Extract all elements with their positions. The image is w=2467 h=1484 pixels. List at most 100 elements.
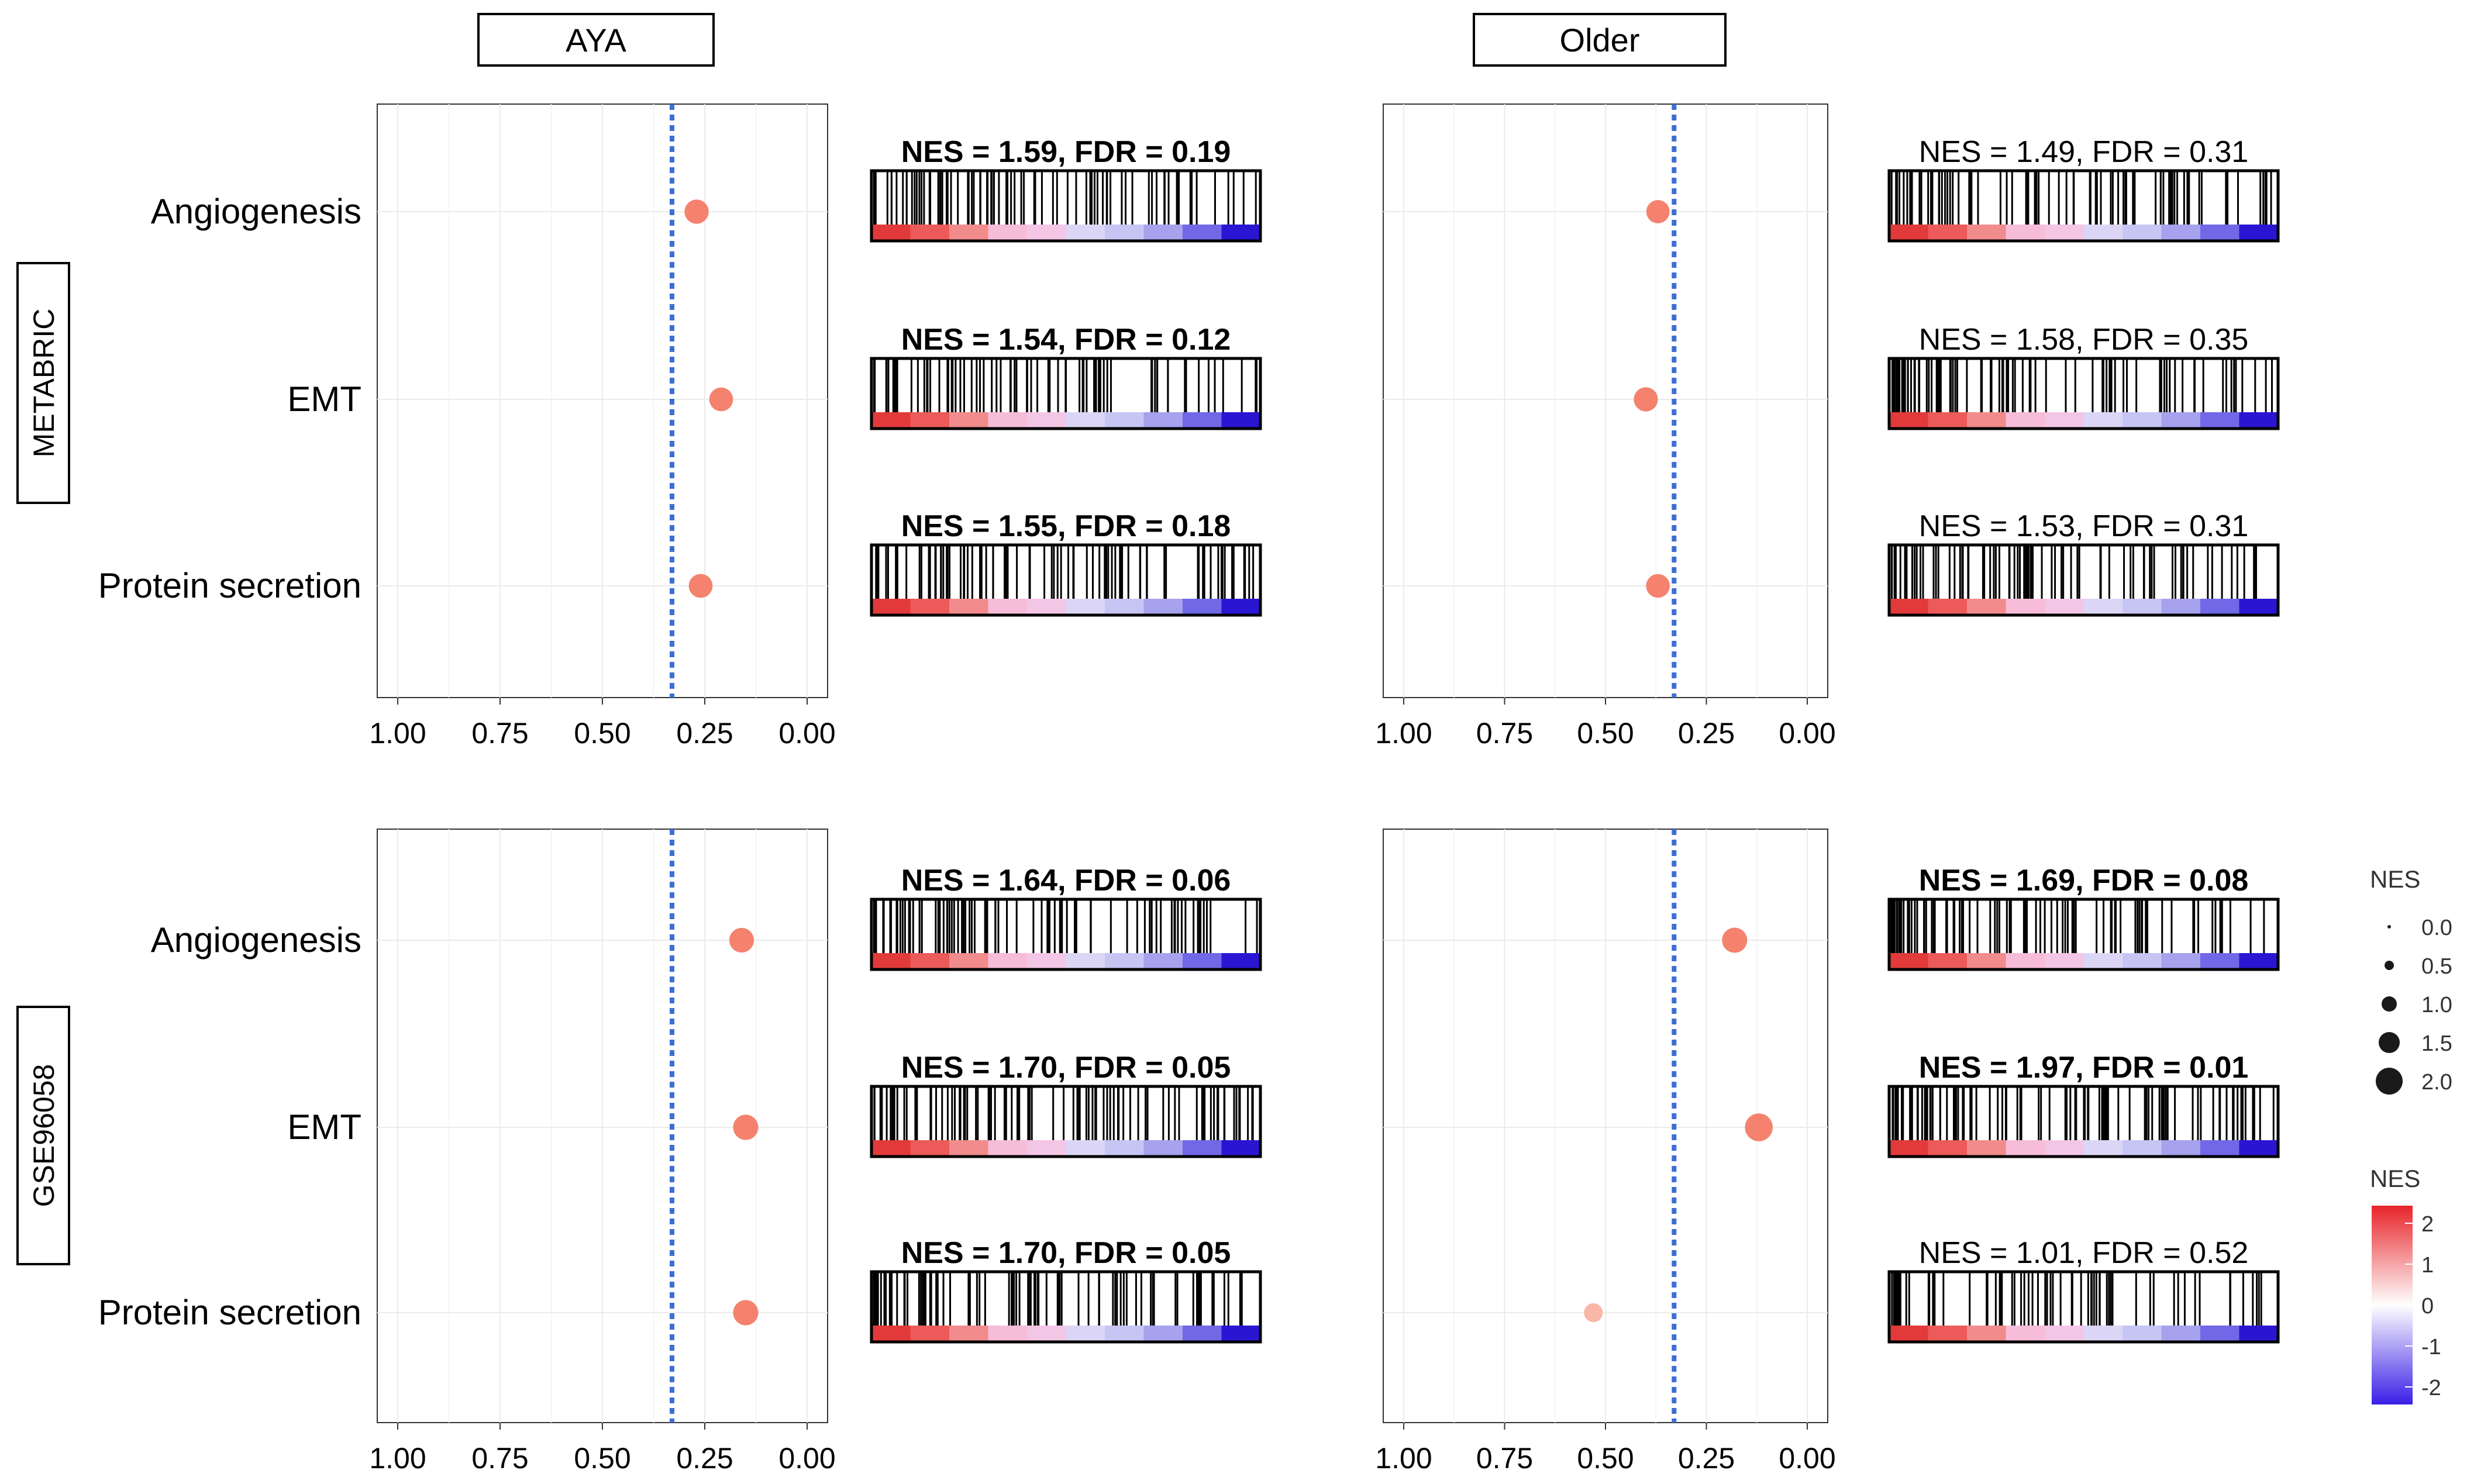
rank-strip-segment — [1889, 1140, 1929, 1155]
x-tick-label: 0.00 — [778, 717, 835, 750]
panel-metabric-older: 1.00 0.75 0.50 0.25 0.00 NES = 1.49, FDR = 0.… — [1375, 103, 2280, 750]
nes-fdr-label: NES = 1.64, FDR = 0.06 — [901, 864, 1231, 898]
rank-strip-segment — [2239, 953, 2279, 968]
nes-fdr-label: NES = 1.69, FDR = 0.08 — [1919, 864, 2249, 898]
row-header-box — [16, 1006, 70, 1265]
row-header-metabric: METABRIC — [16, 262, 70, 504]
rank-strip-segment — [910, 225, 950, 240]
x-tick-label: 0.50 — [1577, 717, 1634, 750]
data-point — [709, 387, 733, 412]
rank-strip-segment — [1928, 953, 1968, 968]
rank-strip-segment — [1143, 599, 1183, 614]
barcode-frame — [1887, 543, 2280, 617]
rank-strip-segment — [1967, 1326, 2007, 1341]
x-tick-label: 0.50 — [574, 717, 630, 750]
rank-strip-segment — [1066, 412, 1105, 427]
color-legend-title: NES — [2370, 1165, 2420, 1192]
rank-strip-segment — [1928, 412, 1968, 427]
gsea-barcode — [870, 169, 1262, 243]
rank-strip-segment — [2045, 953, 2084, 968]
column-header-aya: AYA — [477, 13, 715, 67]
gsea-barcode — [1887, 169, 2280, 243]
rank-strip-segment — [2239, 412, 2279, 427]
nes-fdr-label: NES = 1.01, FDR = 0.52 — [1919, 1236, 2249, 1270]
rank-strip-segment — [2161, 412, 2201, 427]
rank-strip-segment — [1027, 412, 1067, 427]
size-legend-dot — [2385, 961, 2394, 970]
rank-strip-segment — [1027, 953, 1067, 968]
rank-strip-segment — [988, 1140, 1028, 1155]
column-header-older: Older — [1473, 13, 1727, 67]
barcode-frame — [870, 357, 1262, 430]
nes-fdr-label: NES = 1.49, FDR = 0.31 — [1919, 135, 2249, 169]
nes-fdr-label: NES = 1.97, FDR = 0.01 — [1919, 1051, 2249, 1085]
column-header-box — [1473, 13, 1727, 67]
rank-strip-segment — [910, 1326, 950, 1341]
x-tick-label: 0.00 — [778, 1442, 835, 1475]
size-legend-value: 1.0 — [2421, 993, 2452, 1017]
barcode-frame — [870, 898, 1262, 971]
size-legend-value: 0.0 — [2421, 916, 2452, 940]
rank-strip-segment — [1066, 953, 1105, 968]
size-legend-value: 2.0 — [2421, 1070, 2452, 1095]
pathway-label: Angiogenesis — [151, 920, 361, 960]
row-header-label: GSE96058 — [27, 1064, 60, 1207]
gsea-barcode — [1887, 898, 2280, 971]
nes-fdr-label: NES = 1.54, FDR = 0.12 — [901, 323, 1231, 357]
rank-strip-segment — [949, 225, 989, 240]
size-legend-dot — [2387, 925, 2391, 929]
barcode-frame — [1887, 1270, 2280, 1344]
rank-strip-segment — [1027, 1326, 1067, 1341]
rank-strip-segment — [2161, 225, 2201, 240]
rank-strip-segment — [2006, 1326, 2045, 1341]
gsea-barcode — [1887, 357, 2280, 430]
rank-strip-segment — [1105, 412, 1145, 427]
rank-strip-segment — [2239, 225, 2279, 240]
data-point — [733, 1114, 759, 1140]
rank-strip-segment — [1221, 953, 1261, 968]
rank-strip-segment — [2161, 1140, 2201, 1155]
rank-strip-segment — [1183, 953, 1222, 968]
x-tick-label: 0.50 — [1577, 1442, 1634, 1475]
rank-strip-segment — [988, 225, 1028, 240]
size-legend-dot — [2376, 1068, 2403, 1095]
color-legend-label: -1 — [2421, 1335, 2441, 1359]
rank-strip-segment — [910, 1140, 950, 1155]
rank-strip-segment — [949, 599, 989, 614]
rank-strip-segment — [1928, 1140, 1968, 1155]
rank-strip-segment — [2083, 225, 2123, 240]
x-tick-label: 0.75 — [1476, 717, 1533, 750]
gsea-barcode — [870, 1085, 1262, 1158]
rank-strip-segment — [1027, 225, 1067, 240]
color-legend-label: -2 — [2421, 1376, 2441, 1400]
rank-strip-segment — [2123, 225, 2162, 240]
rank-strip-segment — [910, 599, 950, 614]
size-legend-value: 0.5 — [2421, 954, 2452, 979]
rank-strip-segment — [1889, 412, 1929, 427]
rank-strip-segment — [2006, 953, 2045, 968]
nes-fdr-label: NES = 1.59, FDR = 0.19 — [901, 135, 1231, 169]
rank-strip-segment — [1967, 225, 2007, 240]
rank-strip-segment — [1928, 1326, 1968, 1341]
data-point — [1646, 200, 1670, 223]
pathway-label: Protein secretion — [98, 1293, 361, 1332]
data-point — [1646, 574, 1670, 598]
x-tick-label: 0.00 — [1779, 1442, 1835, 1475]
rank-strip-segment — [2083, 412, 2123, 427]
x-tick-label: 0.25 — [676, 1442, 733, 1475]
rank-strip-segment — [2006, 412, 2045, 427]
barcode-frame — [1887, 357, 2280, 430]
rank-strip-segment — [1027, 1140, 1067, 1155]
rank-strip-segment — [2123, 412, 2162, 427]
rank-strip-segment — [2200, 599, 2240, 614]
rank-strip-segment — [2239, 599, 2279, 614]
x-tick-label: 1.00 — [369, 1442, 426, 1475]
rank-strip-segment — [2161, 599, 2201, 614]
rank-strip-segment — [2200, 953, 2240, 968]
size-legend-dot — [2379, 1032, 2400, 1053]
pathway-label: Angiogenesis — [151, 192, 361, 231]
x-tick-label: 0.50 — [574, 1442, 630, 1475]
rank-strip-segment — [949, 1326, 989, 1341]
rank-strip-segment — [1143, 412, 1183, 427]
